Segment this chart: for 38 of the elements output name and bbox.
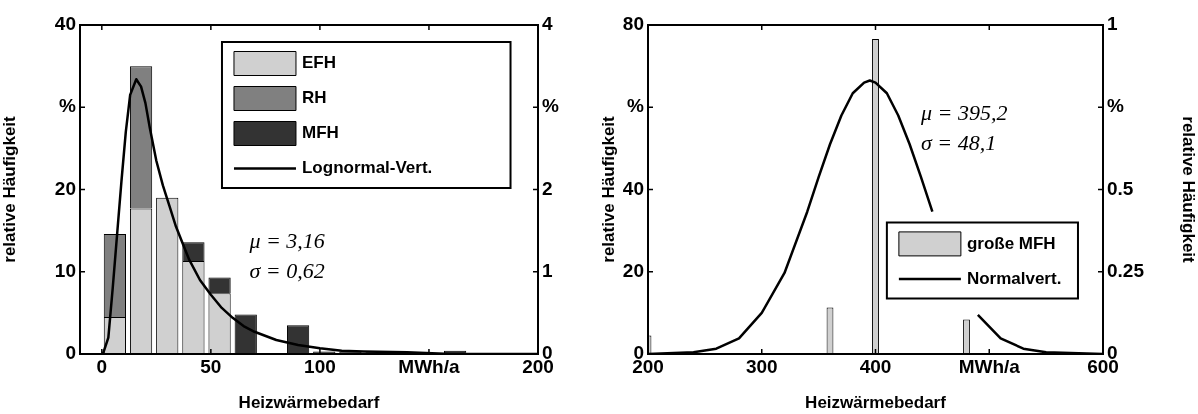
legend-label: Normalvert. — [966, 268, 1062, 288]
y2-tick-label: 4 — [542, 13, 553, 35]
x-tick-label: MWh/a — [958, 355, 1021, 377]
y-tick-label: % — [59, 95, 77, 117]
y2-tick-label: 1 — [542, 259, 553, 281]
legend-label: MFH — [301, 123, 339, 143]
y-axis-title: relative Häufigkeit — [0, 115, 19, 263]
annotation: σ = 0,62 — [249, 257, 325, 283]
y2-tick-label: 1 — [1107, 13, 1118, 35]
annotation: μ = 395,2 — [920, 99, 1008, 125]
y-tick-label: 20 — [622, 259, 644, 281]
y-tick-label: % — [627, 95, 645, 117]
legend-label: Lognormal-Vert. — [301, 158, 433, 178]
y2-tick-label: 2 — [542, 177, 553, 199]
x-tick-label: 400 — [859, 355, 892, 377]
x-tick-label: MWh/a — [398, 355, 460, 377]
legend-label: EFH — [301, 53, 336, 73]
y2-tick-label: % — [542, 95, 559, 117]
legend-label: RH — [301, 88, 327, 108]
y-tick-label: 10 — [54, 259, 76, 281]
y2-tick-label: 0.5 — [1107, 177, 1134, 199]
annotation: μ = 3,16 — [248, 227, 325, 253]
x-tick-label: 300 — [745, 355, 778, 377]
y2-axis-title: relative Häufigkeit — [1179, 116, 1198, 264]
y2-tick-label: 0.25 — [1107, 259, 1145, 281]
y-tick-label: 80 — [622, 13, 644, 35]
legend-label: große MFH — [966, 233, 1056, 253]
annotation: σ = 48,1 — [921, 129, 997, 155]
y-tick-label: 20 — [54, 177, 76, 199]
y-tick-label: 40 — [54, 13, 76, 35]
x-tick-label: 50 — [200, 355, 222, 377]
y-tick-label: 40 — [622, 177, 644, 199]
y2-tick-label: % — [1107, 95, 1124, 117]
x-axis-title: Heizwärmebedarf — [805, 393, 947, 413]
x-tick-label: 0 — [96, 355, 108, 377]
y-axis-title: relative Häufigkeit — [598, 115, 618, 263]
x-tick-label: 100 — [304, 355, 336, 377]
x-axis-title: Heizwärmebedarf — [238, 393, 380, 413]
